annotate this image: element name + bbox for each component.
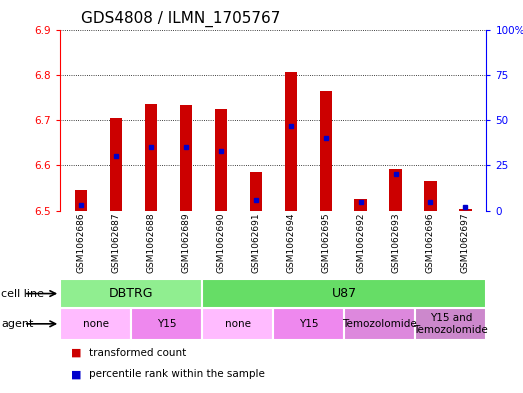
Bar — [415, 308, 486, 340]
Bar — [344, 308, 415, 340]
Text: GSM1062696: GSM1062696 — [426, 213, 435, 274]
Bar — [390, 169, 402, 211]
Text: none: none — [83, 319, 109, 329]
Text: GSM1062686: GSM1062686 — [76, 213, 86, 274]
Text: transformed count: transformed count — [89, 348, 186, 358]
Text: GSM1062691: GSM1062691 — [251, 213, 260, 274]
Bar — [273, 308, 344, 340]
Text: agent: agent — [1, 319, 33, 329]
Bar — [355, 199, 367, 211]
Text: Y15 and
Temozolomide: Y15 and Temozolomide — [414, 313, 488, 334]
Bar — [215, 109, 227, 211]
Text: GSM1062695: GSM1062695 — [321, 213, 330, 274]
Bar — [75, 190, 87, 211]
Bar — [202, 308, 273, 340]
Bar — [60, 279, 202, 308]
Text: none: none — [225, 319, 251, 329]
Text: GSM1062689: GSM1062689 — [181, 213, 190, 274]
Text: GSM1062697: GSM1062697 — [461, 213, 470, 274]
Text: GSM1062694: GSM1062694 — [286, 213, 295, 273]
Text: GSM1062688: GSM1062688 — [146, 213, 155, 274]
Text: GDS4808 / ILMN_1705767: GDS4808 / ILMN_1705767 — [82, 11, 281, 27]
Text: GSM1062690: GSM1062690 — [217, 213, 225, 274]
Bar — [424, 181, 437, 211]
Bar — [110, 118, 122, 211]
Text: ■: ■ — [71, 348, 81, 358]
Text: Y15: Y15 — [157, 319, 176, 329]
Text: GSM1062687: GSM1062687 — [111, 213, 120, 274]
Bar — [459, 209, 472, 211]
Text: percentile rank within the sample: percentile rank within the sample — [89, 369, 265, 379]
Bar — [180, 105, 192, 211]
Text: GSM1062693: GSM1062693 — [391, 213, 400, 274]
Bar — [285, 72, 297, 211]
Text: cell line: cell line — [1, 288, 44, 299]
Bar — [131, 308, 202, 340]
Text: ■: ■ — [71, 369, 81, 379]
Text: GSM1062692: GSM1062692 — [356, 213, 365, 273]
Bar — [145, 105, 157, 211]
Text: Temozolomide: Temozolomide — [343, 319, 417, 329]
Bar — [249, 172, 262, 211]
Bar — [320, 91, 332, 211]
Bar — [60, 308, 131, 340]
Text: DBTRG: DBTRG — [109, 287, 153, 300]
Text: U87: U87 — [332, 287, 357, 300]
Bar — [202, 279, 486, 308]
Text: Y15: Y15 — [299, 319, 319, 329]
